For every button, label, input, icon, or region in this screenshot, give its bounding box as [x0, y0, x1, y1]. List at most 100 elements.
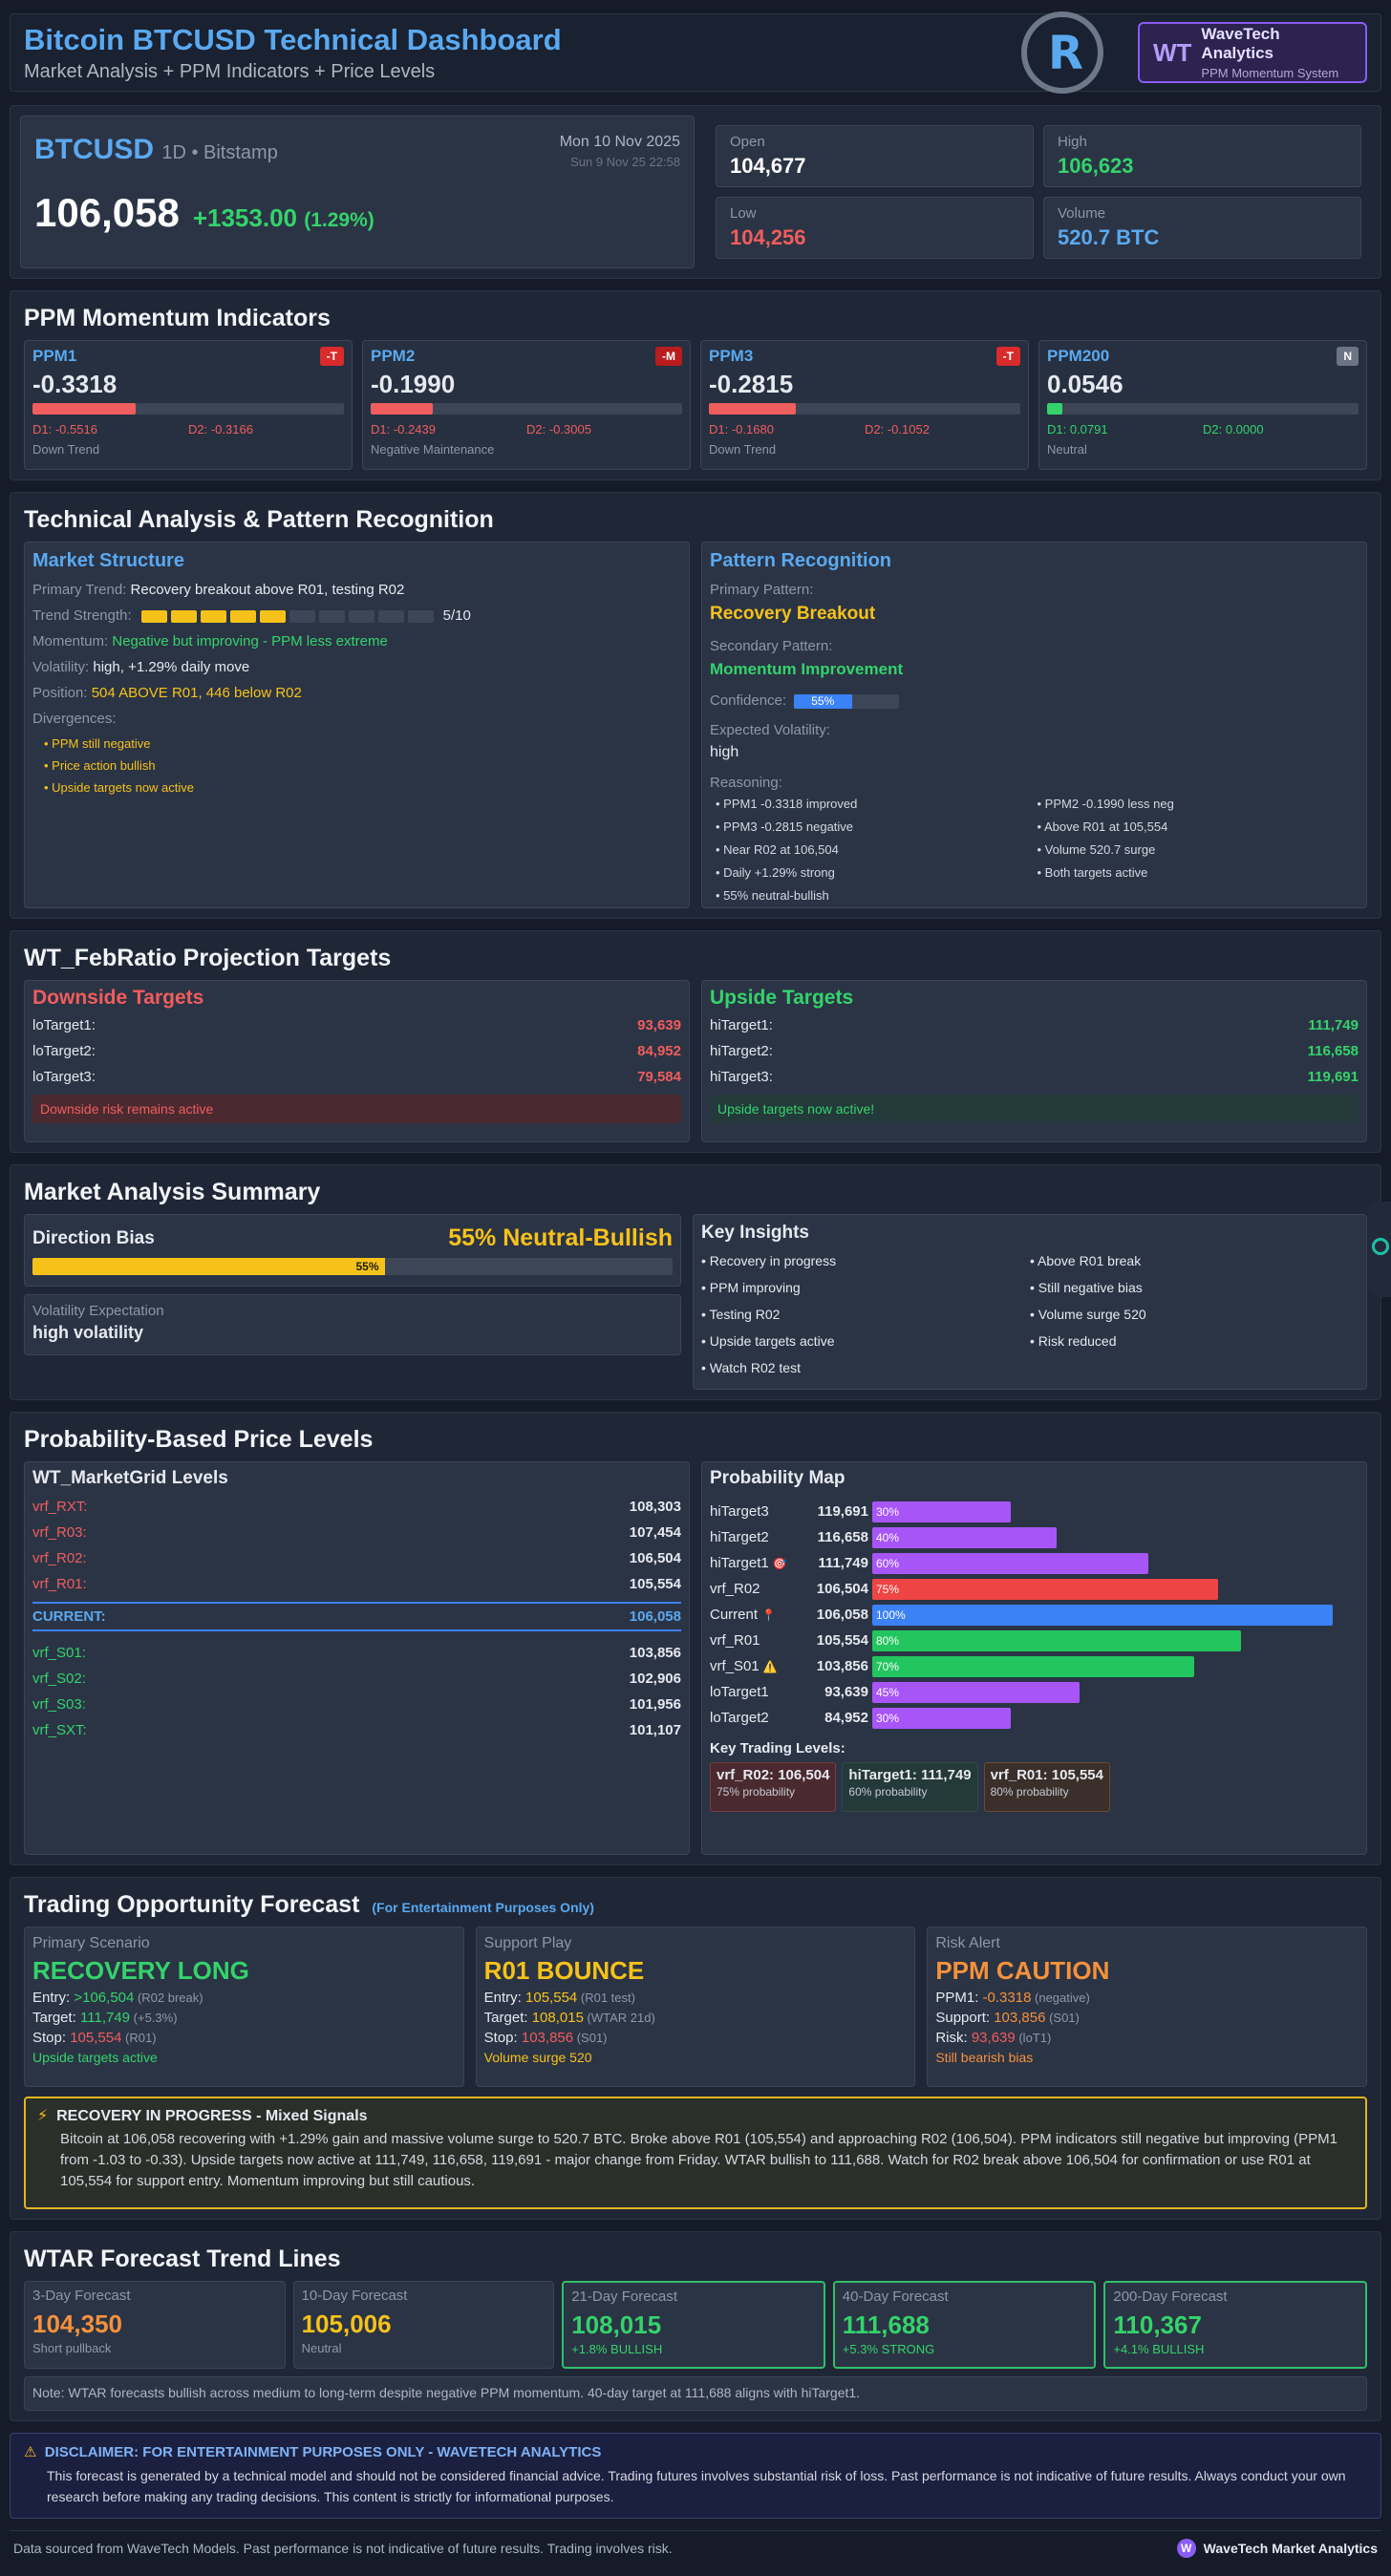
reasoning-item: • Near R02 at 106,504	[716, 842, 839, 857]
divergence-item: • Price action bullish	[44, 758, 156, 773]
upside-note: Upside targets now active!	[710, 1095, 1359, 1123]
insight-item: • Above R01 break	[1030, 1253, 1142, 1268]
pattern-title: Pattern Recognition	[710, 550, 892, 571]
forecast-line-value: 108,015	[531, 2010, 584, 2026]
alert-title-row: ⚡ RECOVERY IN PROGRESS - Mixed Signals	[37, 2106, 1354, 2125]
ohlc-value: 104,677	[730, 154, 806, 178]
wtar-label: 10-Day Forecast	[301, 2288, 408, 2304]
probability-label-text: vrf_R01	[710, 1632, 760, 1649]
ppm-name: PPM3	[709, 347, 754, 365]
ppm-d2: D2: -0.3166	[188, 422, 253, 436]
level-label: vrf_R01:	[32, 1576, 87, 1592]
probability-value: 93,639	[824, 1684, 868, 1700]
ppm-value: -0.1990	[371, 370, 456, 398]
wtar-card: 200-Day Forecast 110,367 +4.1% BULLISH	[1103, 2281, 1367, 2369]
ppm-status: Neutral	[1047, 442, 1087, 457]
ppm-bar	[32, 403, 344, 415]
direction-bar: 55%	[32, 1258, 673, 1275]
probability-bar: 45%	[872, 1681, 1080, 1703]
insight-item: • Recovery in progress	[701, 1253, 837, 1268]
probability-bar: 70%	[872, 1655, 1195, 1677]
probability-row: vrf_R01 105,554 80%	[710, 1628, 1359, 1653]
pattern-card: Pattern Recognition Primary Pattern: Rec…	[701, 542, 1367, 908]
ohlc-value: 104,256	[730, 225, 806, 249]
momentum-label: Momentum:	[32, 633, 109, 649]
probability-map: hiTarget3 119,691 30% hiTarget2 116,658 40% hi…	[710, 1499, 1359, 1731]
divergence-item: • PPM still negative	[44, 736, 151, 751]
forecast-card: Risk Alert PPM CAUTION PPM1: -0.3318 (nega…	[927, 1927, 1368, 2087]
ppm-header: PPM2 -M	[371, 347, 682, 366]
page-subtitle: Market Analysis + PPM Indicators + Price…	[24, 60, 436, 82]
ppm-derivatives: D1: 0.0791 D2: 0.0000	[1047, 422, 1359, 436]
target-label: hiTarget1:	[710, 1017, 773, 1033]
footer-brand: WaveTech Market Analytics	[1203, 2541, 1378, 2556]
forecast-line: Support: 103,856 (S01)	[935, 2010, 1359, 2026]
alert-title: RECOVERY IN PROGRESS - Mixed Signals	[56, 2108, 368, 2124]
ohlc-grid: Open 104,677 High 106,623 Low 104,256 Volume 52…	[706, 116, 1371, 268]
insights-title: Key Insights	[701, 1223, 809, 1243]
grid-level-row: vrf_R01: 105,554	[32, 1576, 681, 1592]
secondary-pattern-label: Secondary Pattern:	[710, 638, 833, 654]
ohlc-card-volume: Volume 520.7 BTC	[1043, 197, 1361, 259]
forecast-line: Entry: >106,504 (R02 break)	[32, 1990, 456, 2006]
ppm-badge: -T	[319, 347, 344, 366]
side-widget-tab[interactable]	[1368, 1202, 1391, 1297]
confidence-fill: 55%	[794, 693, 852, 709]
reasoning-list: • PPM1 -0.3318 improved • PPM2 -0.1990 le…	[710, 797, 1359, 903]
reasoning-item: • 55% neutral-bullish	[716, 888, 829, 903]
position-value: 504 ABOVE R01, 446 below R02	[91, 685, 302, 701]
target-row: loTarget2: 84,952	[32, 1043, 681, 1059]
probability-value: 105,554	[816, 1632, 868, 1649]
forecast-line-key: Target:	[32, 2010, 81, 2026]
key-level-name: vrf_R01: 105,554	[990, 1767, 1103, 1783]
price-change-pct: (1.29%)	[304, 209, 374, 231]
upside-list: hiTarget1: 111,749 hiTarget2: 116,658 hiTarg…	[710, 1017, 1359, 1085]
target-value: 84,952	[637, 1043, 681, 1059]
downside-targets-card: Downside Targets loTarget1: 93,639 loTarge…	[24, 980, 690, 1142]
forecast-cards: Primary Scenario RECOVERY LONG Entry: >106…	[24, 1927, 1368, 2087]
wtar-sub: Neutral	[301, 2341, 342, 2355]
probability-value: 84,952	[824, 1710, 868, 1726]
probability-map-card: Probability Map hiTarget3 119,691 30% hiTar…	[701, 1461, 1367, 1855]
forecast-title: Trading Opportunity Forecast	[24, 1891, 360, 1918]
confidence-bar: 55%	[794, 693, 900, 709]
forecast-card: Primary Scenario RECOVERY LONG Entry: >106…	[24, 1927, 464, 2087]
ohlc-label: Low	[730, 205, 757, 222]
probability-row: Current 📍 106,058 100%	[710, 1602, 1359, 1628]
ticker: BTCUSD 1D • Bitstamp	[34, 134, 278, 169]
wtar-card: 10-Day Forecast 105,006 Neutral	[292, 2281, 555, 2369]
wtar-label: 21-Day Forecast	[571, 2289, 678, 2305]
probability-label: Current 📍	[710, 1607, 815, 1623]
current-label: CURRENT:	[32, 1608, 106, 1625]
price-card: BTCUSD 1D • Bitstamp Mon 10 Nov 2025 Sun…	[20, 116, 695, 268]
target-row: loTarget3: 79,584	[32, 1069, 681, 1085]
ppm-d2: D2: 0.0000	[1203, 422, 1264, 436]
target-row: loTarget1: 93,639	[32, 1017, 681, 1033]
wtar-value: 108,015	[571, 2310, 662, 2339]
wtar-label: 3-Day Forecast	[32, 2288, 131, 2304]
primary-trend: Recovery breakout above R01, testing R02	[130, 582, 405, 598]
target-row: hiTarget3: 119,691	[710, 1069, 1359, 1085]
wtar-sub: +5.3% STRONG	[842, 2342, 935, 2356]
forecast-card-title: RECOVERY LONG	[32, 1956, 249, 1985]
forecast-line-value: 111,749	[80, 2010, 131, 2026]
price-date: Mon 10 Nov 2025	[559, 134, 680, 150]
momentum-value: Negative but improving - PPM less extrem…	[112, 633, 388, 649]
key-levels: vrf_R02: 106,504 75% probability hiTarget1…	[710, 1762, 1359, 1812]
target-label: loTarget2:	[32, 1043, 96, 1059]
forecast-line-value: 105,554	[70, 2030, 122, 2046]
insight-item: • Watch R02 test	[701, 1360, 801, 1375]
brand-box: WT WaveTech Analytics PPM Momentum Syste…	[1138, 22, 1367, 83]
probability-label-text: Current	[710, 1607, 759, 1623]
ohlc-label: High	[1058, 134, 1087, 150]
probability-value: 103,856	[816, 1658, 868, 1674]
downside-note: Downside risk remains active	[32, 1095, 681, 1123]
strength-segment	[229, 609, 256, 623]
level-label: vrf_S03:	[32, 1696, 86, 1713]
insight-item: • Testing R02	[701, 1307, 781, 1322]
forecast-line-note: (loT1)	[1015, 2031, 1052, 2045]
target-label: hiTarget3:	[710, 1069, 773, 1085]
ppm-status: Down Trend	[32, 442, 100, 457]
key-level-prob: 75% probability	[717, 1785, 796, 1799]
target-value: 116,658	[1307, 1043, 1359, 1059]
